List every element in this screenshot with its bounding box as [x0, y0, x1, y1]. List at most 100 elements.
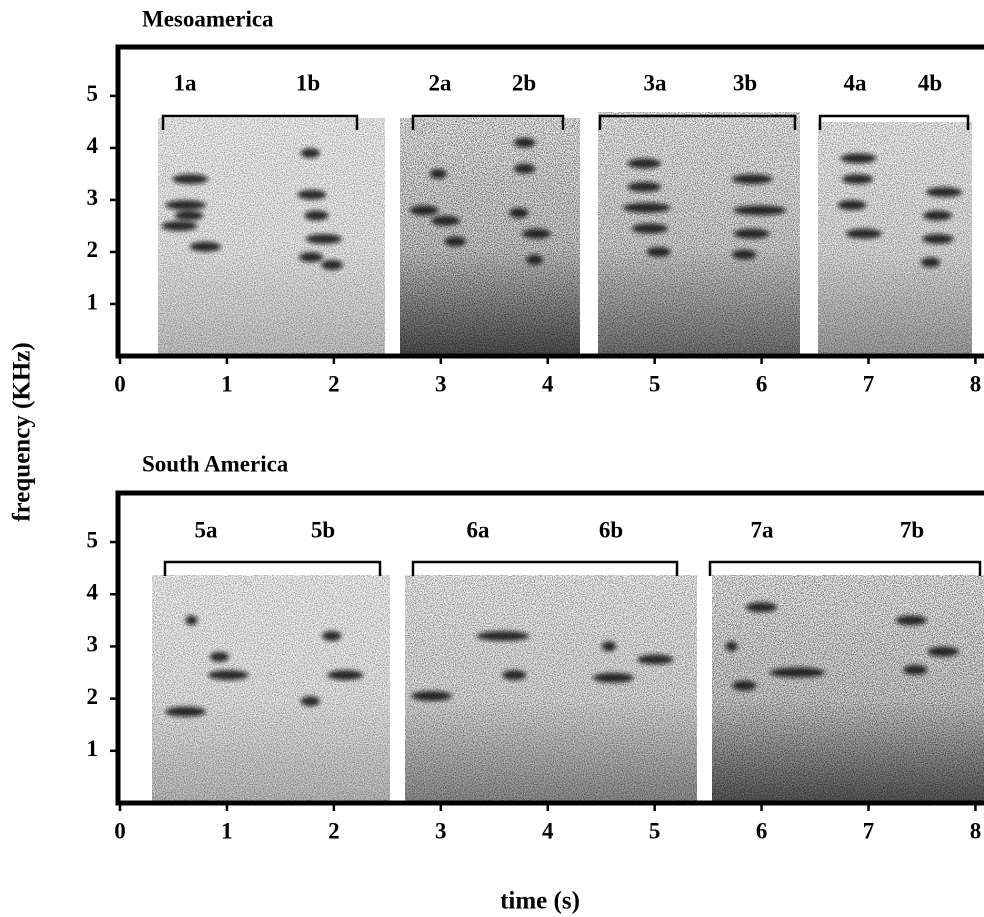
x-tick-label: 0: [114, 818, 126, 843]
spectrogram-shade: [400, 118, 580, 356]
bracket: [818, 114, 970, 130]
syllable: [165, 200, 207, 211]
axis-frame: [115, 490, 984, 806]
syllable: [189, 241, 221, 252]
syllable: [842, 174, 874, 185]
syllable: [637, 654, 674, 665]
syllable: [300, 148, 320, 159]
x-tick-label: 7: [863, 818, 875, 843]
syllable: [411, 691, 452, 702]
x-tick-label: 0: [114, 371, 126, 396]
syllable: [927, 646, 959, 657]
call-label: 1a: [174, 70, 198, 95]
x-tick-label: 8: [970, 818, 982, 843]
syllable: [627, 181, 662, 192]
y-tick-label: 1: [87, 736, 99, 761]
syllable: [322, 630, 342, 641]
x-tick-label: 8: [970, 371, 982, 396]
bracket: [598, 114, 797, 130]
syllable: [895, 615, 927, 626]
syllable: [297, 189, 327, 200]
call-label: 2b: [512, 70, 536, 95]
syllable: [174, 210, 204, 221]
syllable: [305, 233, 342, 244]
y-tick-label: 1: [87, 289, 99, 314]
syllable: [172, 174, 209, 185]
y-tick-label: 4: [87, 580, 99, 605]
syllable: [627, 158, 662, 169]
syllable: [733, 228, 770, 239]
spectrogram: [405, 575, 697, 803]
bracket: [161, 114, 359, 130]
x-tick-label: 6: [756, 371, 768, 396]
panel-title: South America: [142, 451, 289, 476]
call-label: 5a: [195, 517, 219, 542]
syllable: [327, 670, 364, 681]
y-tick-label: 3: [87, 185, 99, 210]
spectrogram: [400, 118, 580, 356]
syllable: [732, 680, 757, 691]
spectrogram: [158, 118, 385, 356]
bracket: [411, 114, 565, 130]
spectrogram: [152, 575, 390, 803]
call-label: 7a: [751, 517, 775, 542]
syllable: [522, 228, 551, 239]
call-label: 4a: [844, 70, 868, 95]
call-label: 5b: [311, 517, 335, 542]
syllable: [926, 187, 963, 198]
syllable: [622, 202, 671, 213]
x-axis-label: time (s): [500, 888, 580, 915]
axis-frame: [115, 44, 984, 359]
call-label: 3b: [733, 70, 757, 95]
syllable: [601, 641, 617, 652]
call-label: 1b: [296, 70, 320, 95]
syllable: [769, 667, 826, 678]
y-tick-label: 3: [87, 632, 99, 657]
spectrogram-shade: [152, 575, 390, 803]
x-tick-label: 5: [649, 818, 661, 843]
syllable: [502, 670, 527, 681]
bracket: [411, 560, 679, 576]
syllable: [431, 215, 460, 226]
syllable: [920, 257, 941, 268]
y-tick-label: 4: [87, 133, 99, 158]
syllable: [922, 233, 954, 244]
syllable: [513, 163, 536, 174]
syllable: [165, 706, 207, 717]
syllable: [299, 252, 324, 263]
syllable: [845, 228, 882, 239]
x-tick-label: 3: [435, 818, 447, 843]
call-label: 7b: [900, 517, 924, 542]
syllable: [745, 602, 778, 613]
syllable: [513, 137, 536, 148]
syllable: [185, 615, 198, 626]
spectrogram-shade: [405, 575, 697, 803]
call-label: 6b: [599, 517, 623, 542]
bracket: [708, 560, 982, 576]
y-axis-label: frequency (KHz): [9, 342, 36, 521]
call-label: 4b: [918, 70, 942, 95]
syllable: [840, 153, 877, 164]
x-tick-label: 5: [649, 371, 661, 396]
syllable: [509, 207, 529, 218]
syllable: [209, 651, 230, 662]
syllable: [444, 236, 466, 247]
y-tick-label: 2: [87, 237, 99, 262]
syllable: [207, 670, 249, 681]
syllable: [161, 220, 198, 231]
syllable: [631, 223, 668, 234]
bracket: [163, 560, 382, 576]
syllable: [733, 205, 787, 216]
x-tick-label: 4: [542, 371, 554, 396]
panel-title: Mesoamerica: [142, 6, 274, 31]
syllable: [304, 210, 329, 221]
syllable: [903, 664, 928, 675]
syllable: [732, 249, 757, 260]
call-label: 6a: [467, 517, 491, 542]
syllable: [526, 254, 543, 265]
syllable: [300, 696, 320, 707]
syllable: [429, 168, 447, 179]
x-tick-label: 1: [221, 371, 233, 396]
spectrogram: [598, 112, 800, 356]
